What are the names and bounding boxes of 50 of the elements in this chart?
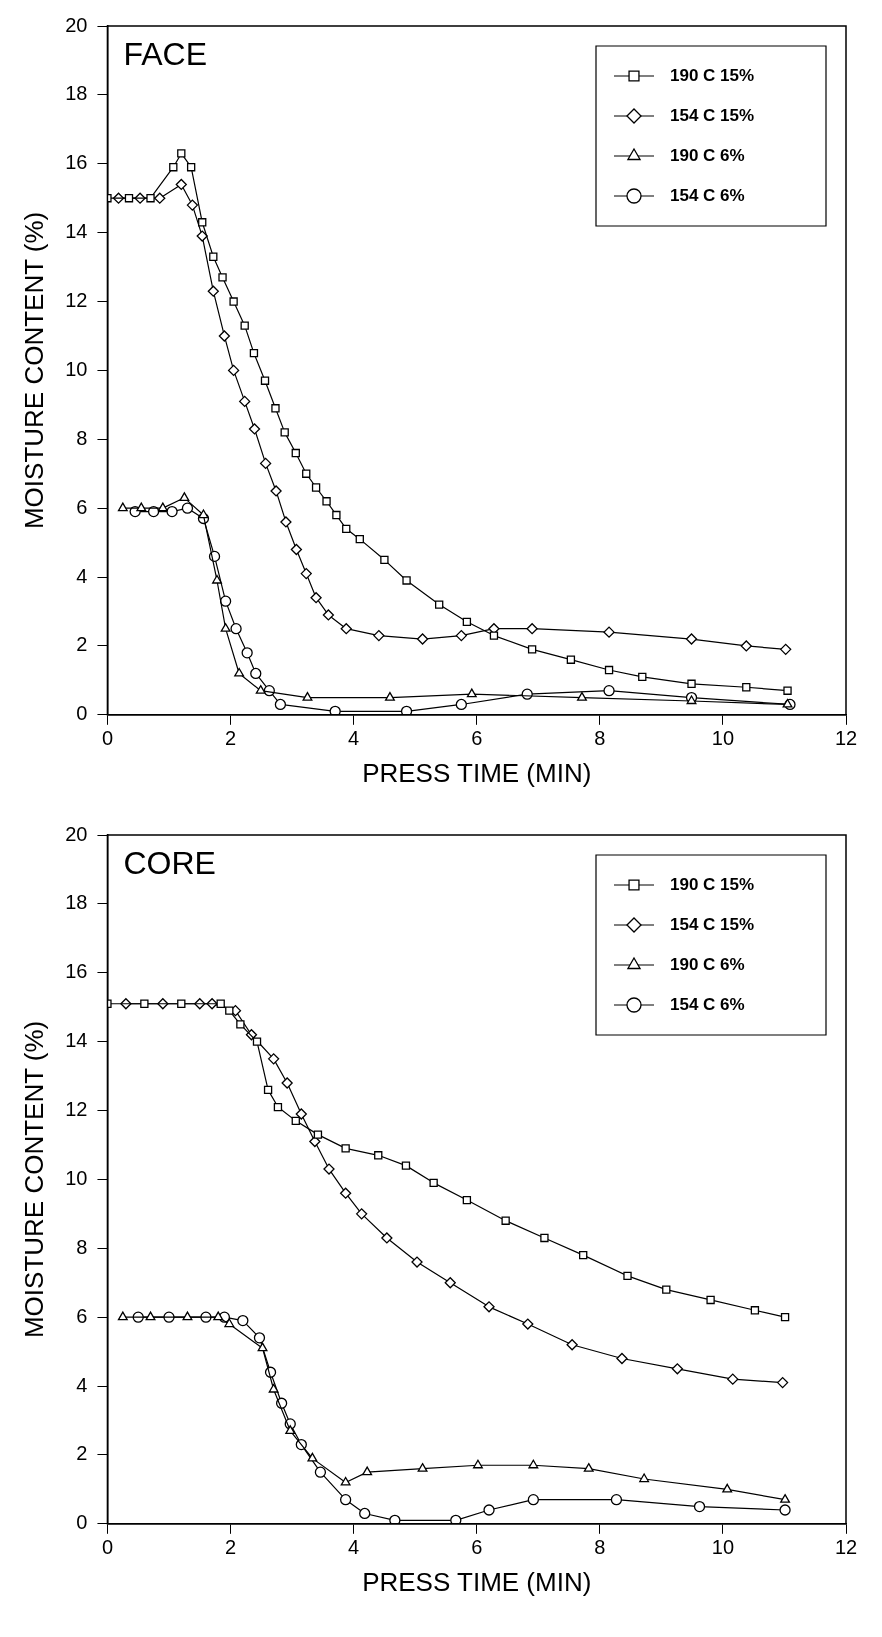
x-axis-title: PRESS TIME (MIN)	[362, 757, 592, 788]
y-tick-label: 4	[76, 1373, 88, 1396]
x-tick-label: 8	[594, 1536, 606, 1559]
y-tick-label: 4	[76, 564, 88, 587]
x-tick-label: 0	[101, 727, 114, 750]
y-tick-label: 18	[65, 891, 88, 914]
legend-label: 190 C 15%	[670, 874, 755, 894]
y-tick-label: 14	[65, 1029, 88, 1052]
x-tick-label: 4	[348, 727, 360, 750]
y-axis-title: MOISTURE CONTENT (%)	[18, 1020, 49, 1339]
x-tick-label: 6	[471, 727, 483, 750]
legend-label: 154 C 15%	[670, 914, 755, 934]
y-tick-label: 12	[65, 1098, 88, 1121]
y-tick-label: 2	[76, 1442, 88, 1465]
chart-title: CORE	[123, 844, 216, 881]
legend-label: 154 C 6%	[670, 994, 745, 1014]
chart-title: FACE	[123, 35, 208, 72]
y-tick-label: 14	[65, 220, 88, 243]
legend-label: 190 C 15%	[670, 65, 755, 85]
y-tick-label: 10	[65, 1166, 88, 1189]
y-tick-label: 18	[65, 82, 88, 105]
x-tick-label: 2	[224, 727, 237, 750]
y-tick-label: 2	[76, 633, 88, 656]
y-tick-label: 16	[65, 960, 88, 983]
y-tick-label: 20	[65, 822, 88, 845]
y-axis-title: MOISTURE CONTENT (%)	[18, 211, 49, 530]
x-tick-label: 12	[834, 727, 858, 750]
y-tick-label: 10	[65, 357, 88, 380]
x-tick-label: 0	[101, 1536, 114, 1559]
x-tick-label: 8	[594, 727, 606, 750]
y-tick-label: 0	[76, 1511, 88, 1534]
y-tick-label: 0	[76, 702, 88, 725]
legend-label: 154 C 6%	[670, 185, 745, 205]
y-tick-label: 12	[65, 289, 88, 312]
y-tick-label: 8	[76, 1235, 88, 1258]
x-tick-label: 2	[224, 1536, 237, 1559]
x-tick-label: 6	[471, 1536, 483, 1559]
x-axis-title: PRESS TIME (MIN)	[362, 1566, 592, 1597]
legend-label: 190 C 6%	[670, 954, 745, 974]
y-tick-label: 6	[76, 1304, 88, 1327]
legend-label: 190 C 6%	[670, 145, 745, 165]
x-tick-label: 10	[711, 727, 735, 750]
x-tick-label: 4	[348, 1536, 360, 1559]
x-tick-label: 10	[711, 1536, 735, 1559]
y-tick-label: 8	[76, 426, 88, 449]
y-tick-label: 20	[65, 13, 88, 36]
y-tick-label: 6	[76, 495, 88, 518]
y-tick-label: 16	[65, 151, 88, 174]
legend-label: 154 C 15%	[670, 105, 755, 125]
x-tick-label: 12	[834, 1536, 858, 1559]
